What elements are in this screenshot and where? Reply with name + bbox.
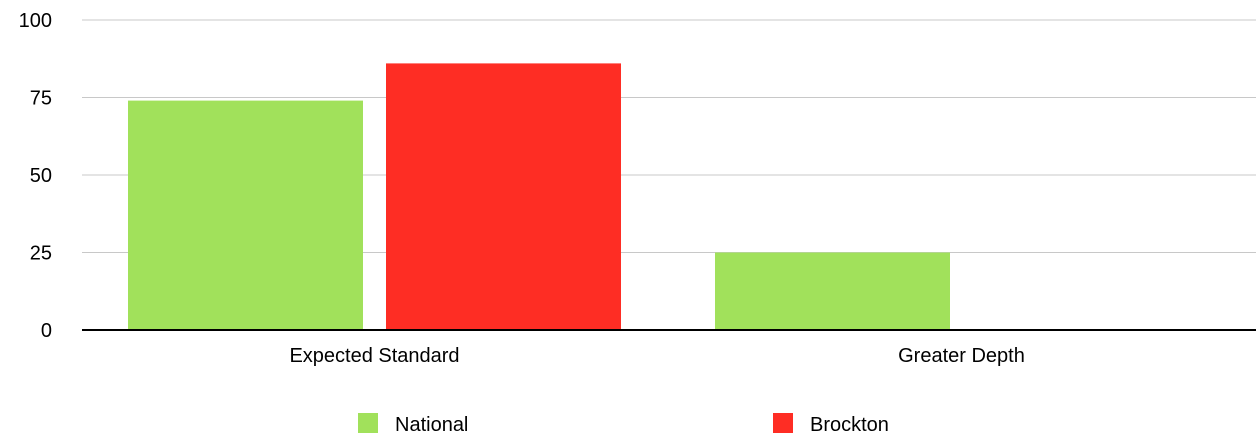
legend-label-brockton: Brockton — [810, 414, 889, 436]
y-tick-label: 25 — [30, 243, 52, 265]
bar-national-2 — [715, 252, 950, 330]
y-tick-label: 75 — [30, 88, 52, 110]
bars — [128, 63, 950, 331]
legend: National Brockton — [358, 413, 889, 436]
legend-swatch-national — [358, 413, 378, 433]
y-axis-ticks: 0 25 50 75 100 — [19, 10, 52, 342]
x-category-label: Expected Standard — [289, 345, 459, 367]
bar-national-1 — [128, 100, 363, 330]
y-tick-label: 100 — [19, 10, 52, 32]
x-axis-categories: Expected Standard Greater Depth — [289, 345, 1024, 367]
y-tick-label: 0 — [41, 320, 52, 342]
y-tick-label: 50 — [30, 165, 52, 187]
legend-label-national: National — [395, 414, 468, 436]
bar-brockton-1 — [386, 63, 621, 331]
x-category-label: Greater Depth — [898, 345, 1025, 367]
legend-swatch-brockton — [773, 413, 793, 433]
